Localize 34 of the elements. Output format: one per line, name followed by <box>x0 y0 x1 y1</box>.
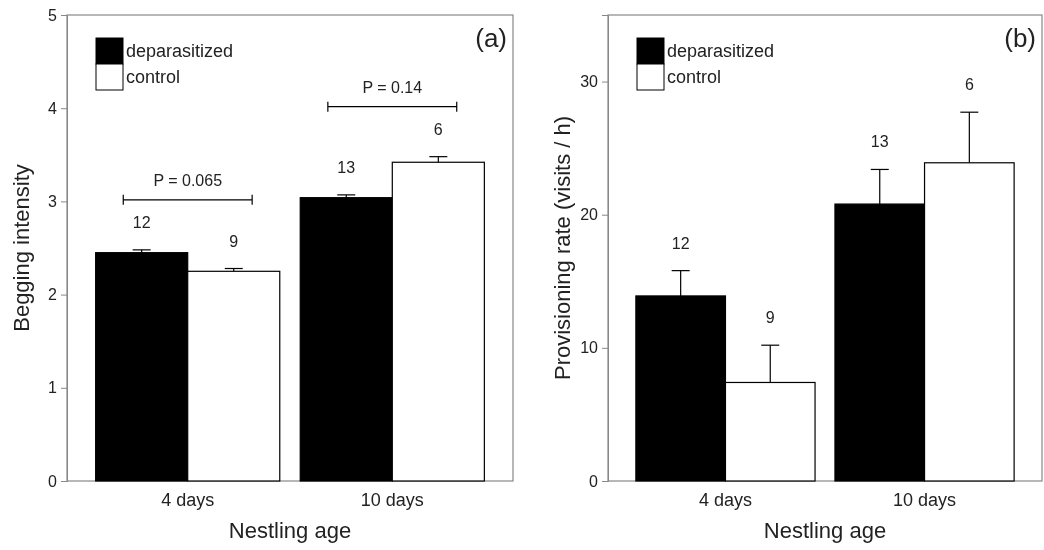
annotation: P = 0.065 <box>153 171 223 189</box>
annotation: 9 <box>229 232 239 250</box>
legend-label: deparasitized <box>667 41 775 61</box>
y-axis-title: Provisioning rate (visits / h) <box>550 115 575 381</box>
legend-label: control <box>667 67 722 87</box>
y-tick-label: 10 <box>580 339 599 357</box>
annotation: 12 <box>671 234 690 252</box>
annotation: 12 <box>132 213 151 231</box>
annotation: 6 <box>964 76 974 94</box>
y-tick-label: 4 <box>48 99 58 117</box>
y-tick-label: 0 <box>589 472 599 490</box>
y-tick-label: 1 <box>48 379 58 397</box>
annotation: (a) <box>475 23 507 53</box>
y-axis-title: Begging intensity <box>9 164 34 332</box>
y-tick-label: 20 <box>580 206 599 224</box>
y-tick-label: 2 <box>48 286 58 304</box>
x-axis-title: Nestling age <box>228 518 352 543</box>
y-tick-label: 30 <box>580 73 599 91</box>
x-tick-label: 4 days <box>698 489 752 510</box>
legend-label: deparasitized <box>126 41 234 61</box>
x-tick-label: 4 days <box>161 489 215 510</box>
annotation: 9 <box>765 309 775 327</box>
annotation: 13 <box>337 158 356 176</box>
y-tick-label: 0 <box>48 472 58 490</box>
x-axis-title: Nestling age <box>763 518 887 543</box>
legend-label: control <box>126 67 181 87</box>
x-tick-label: 10 days <box>360 489 424 510</box>
y-tick-label: 5 <box>48 6 58 24</box>
annotation: (b) <box>1004 23 1036 53</box>
x-tick-label: 10 days <box>893 489 957 510</box>
annotation: 13 <box>870 133 889 151</box>
annotation: P = 0.14 <box>362 78 423 96</box>
y-tick-label: 3 <box>48 193 58 211</box>
annotation: 6 <box>433 120 443 138</box>
